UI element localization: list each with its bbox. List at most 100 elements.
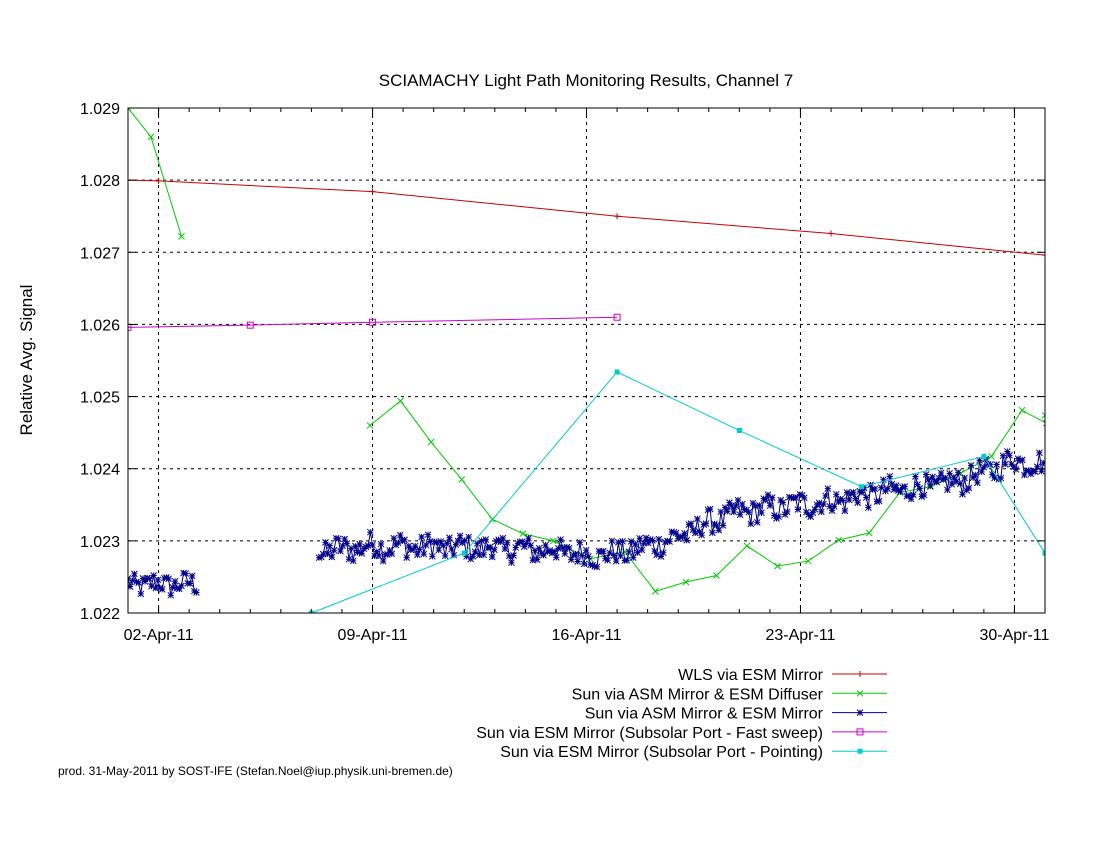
data-marker — [758, 509, 765, 517]
data-marker — [623, 556, 631, 564]
data-marker — [747, 520, 755, 528]
data-marker — [700, 521, 708, 528]
series-line — [369, 400, 1045, 592]
data-marker — [326, 542, 334, 549]
data-marker — [330, 546, 338, 554]
data-marker — [638, 546, 646, 554]
data-marker — [850, 488, 857, 496]
data-marker — [152, 584, 160, 592]
legend-label: Sun via ESM Mirror (Subsolar Port - Poin… — [500, 744, 823, 761]
data-marker — [384, 551, 391, 558]
data-marker — [946, 469, 953, 477]
data-marker — [591, 563, 599, 570]
legend-entry: Sun via ESM Mirror (Subsolar Port - Fast… — [476, 725, 887, 742]
data-marker — [499, 534, 507, 542]
data-marker — [822, 492, 829, 500]
data-marker — [559, 544, 567, 552]
data-marker — [858, 489, 866, 496]
data-marker — [527, 541, 535, 549]
series-line — [128, 316, 618, 328]
data-marker — [488, 553, 496, 561]
data-marker — [764, 491, 772, 499]
data-marker — [974, 479, 981, 487]
data-marker — [835, 498, 842, 506]
data-marker — [315, 554, 323, 562]
data-marker — [811, 506, 819, 513]
data-marker — [948, 480, 956, 488]
data-marker — [901, 483, 909, 490]
data-marker — [349, 557, 357, 565]
data-marker — [471, 548, 479, 556]
data-marker — [950, 473, 958, 481]
data-marker — [847, 490, 855, 497]
data-marker — [435, 546, 443, 554]
data-marker — [792, 493, 800, 501]
data-marker — [751, 502, 759, 510]
data-marker — [944, 486, 951, 494]
data-marker — [317, 553, 325, 561]
data-marker — [952, 478, 960, 486]
data-marker — [824, 485, 832, 492]
data-marker — [841, 507, 849, 515]
data-marker — [193, 589, 200, 596]
data-marker — [397, 397, 404, 405]
series-wls-via-esm-mirror — [128, 177, 1045, 259]
data-marker — [634, 549, 641, 557]
data-marker — [884, 485, 891, 493]
data-marker — [745, 508, 753, 516]
data-marker — [969, 474, 977, 482]
data-marker — [651, 588, 659, 595]
data-marker — [732, 502, 740, 510]
data-marker — [529, 556, 537, 564]
data-marker — [486, 543, 494, 551]
data-marker — [452, 541, 460, 548]
series-line — [128, 108, 182, 237]
data-marker — [343, 540, 351, 548]
data-marker — [565, 544, 573, 552]
data-marker — [167, 591, 175, 599]
data-marker — [809, 509, 817, 516]
series-line — [128, 179, 1045, 256]
data-marker — [186, 580, 194, 587]
data-marker — [427, 438, 435, 446]
y-tick-label: 1.027 — [80, 245, 120, 262]
data-marker — [480, 551, 487, 559]
data-marker — [931, 477, 939, 485]
data-marker — [463, 553, 470, 560]
chart-title: SCIAMACHY Light Path Monitoring Results,… — [379, 71, 794, 90]
data-marker — [903, 492, 911, 500]
data-marker — [726, 499, 733, 506]
data-marker — [386, 546, 393, 554]
data-marker — [544, 548, 552, 556]
data-marker — [717, 508, 725, 516]
data-marker — [796, 491, 804, 498]
data-marker — [599, 547, 607, 555]
data-marker — [907, 495, 915, 503]
data-marker — [345, 555, 353, 563]
data-marker — [832, 490, 840, 498]
data-marker — [916, 485, 924, 492]
data-marker — [128, 323, 132, 331]
data-marker — [653, 551, 661, 559]
data-marker — [589, 561, 596, 569]
data-marker — [608, 537, 616, 545]
data-marker — [988, 453, 995, 460]
data-marker — [888, 480, 896, 488]
data-marker — [993, 461, 1000, 468]
data-marker — [857, 671, 863, 677]
data-marker — [379, 557, 387, 565]
data-marker — [610, 552, 618, 559]
data-marker — [169, 584, 177, 591]
data-marker — [941, 474, 949, 482]
data-marker — [670, 528, 678, 536]
data-marker — [756, 501, 763, 509]
data-marker — [965, 484, 973, 492]
data-marker — [497, 538, 505, 546]
data-marker — [1006, 451, 1013, 459]
data-marker — [533, 556, 541, 564]
x-tick-label: 23-Apr-11 — [765, 627, 835, 644]
data-marker — [954, 469, 962, 476]
data-marker — [478, 537, 485, 545]
data-marker — [403, 554, 411, 562]
data-marker — [857, 748, 863, 754]
